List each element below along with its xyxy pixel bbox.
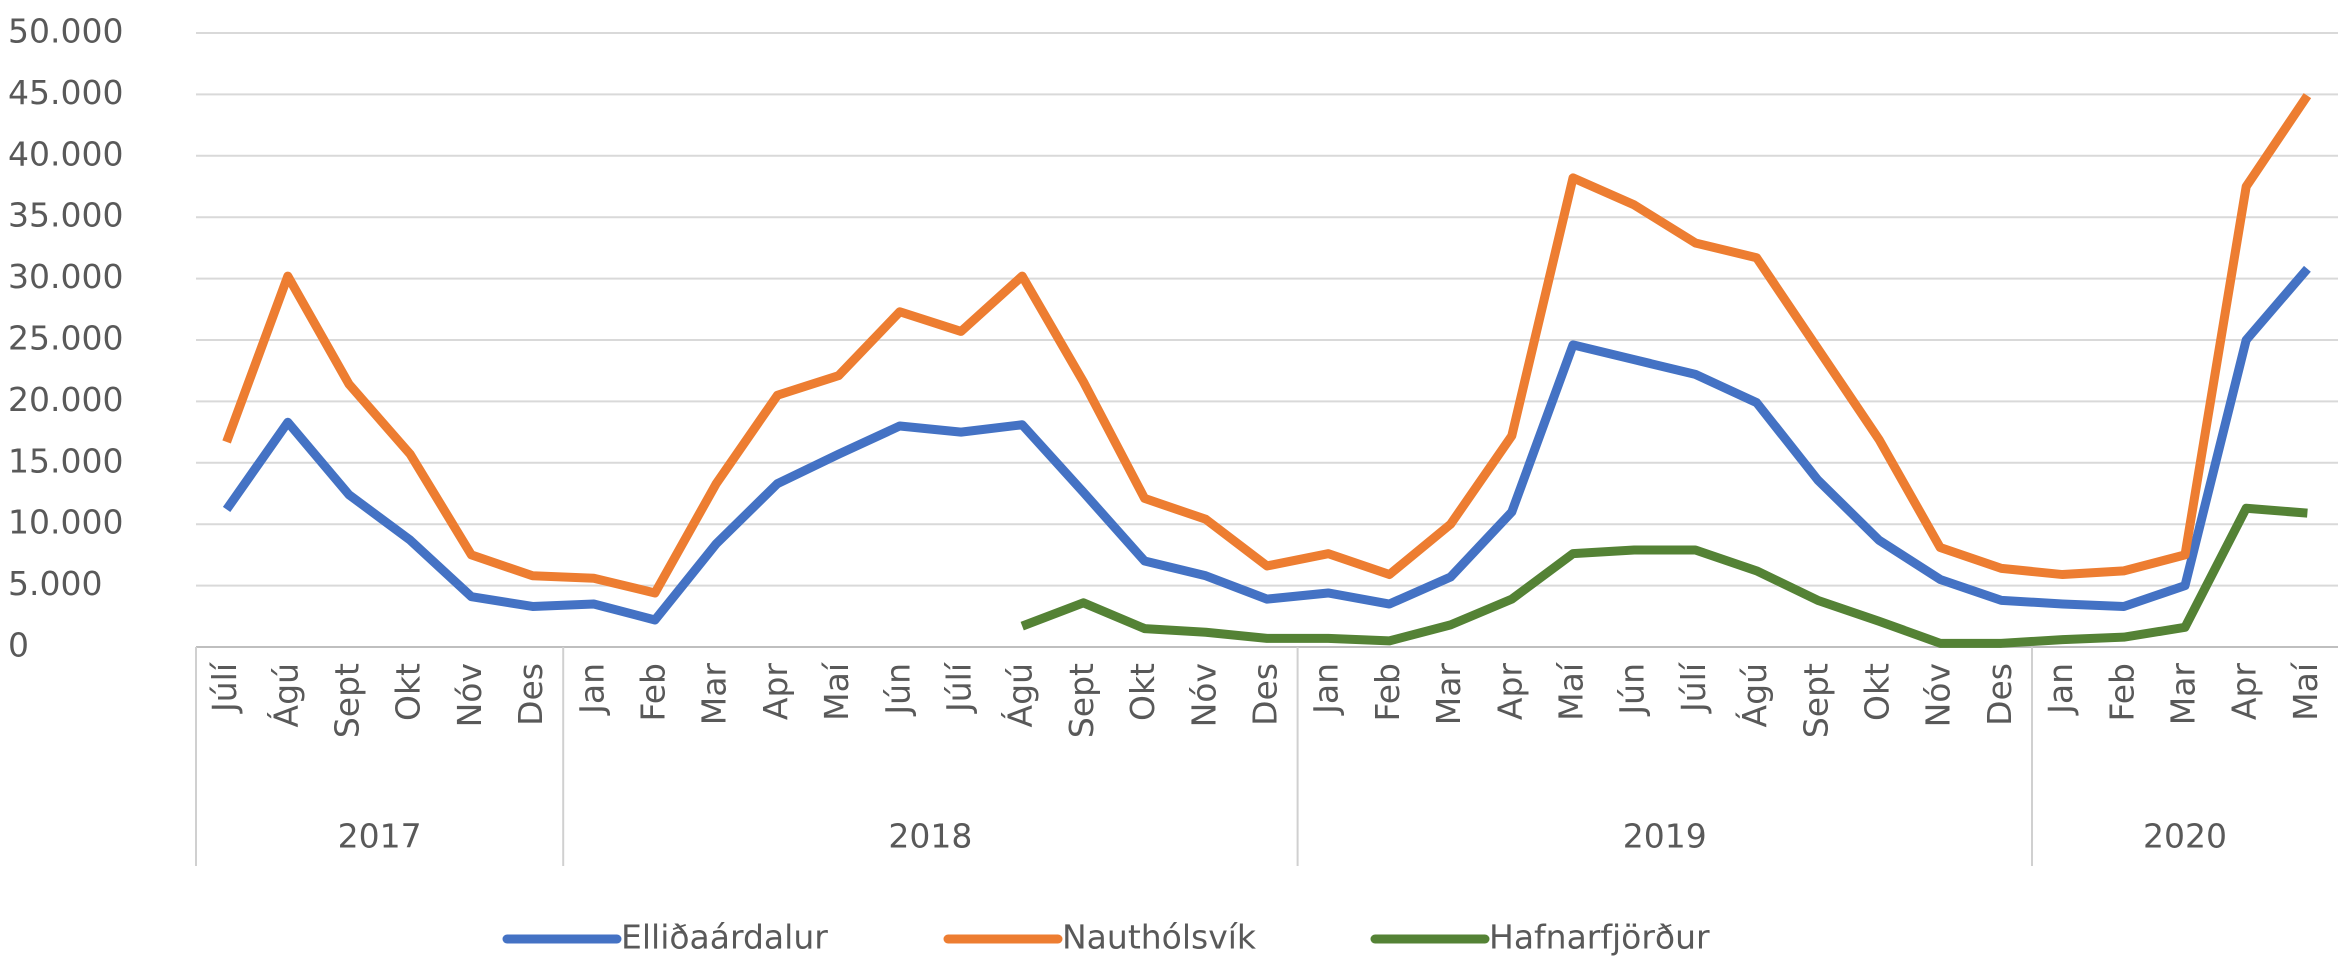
x-tick-label: Des (511, 663, 550, 726)
x-tick-label: Mar (1429, 663, 1468, 726)
x-tick-label: Júlí (205, 661, 244, 714)
x-tick-label: Júlí (940, 661, 979, 714)
x-tick-label: Nóv (1919, 663, 1958, 727)
year-label: 2020 (2143, 817, 2227, 856)
y-tick-label: 40.000 (8, 134, 123, 173)
x-tick-label: Mar (2164, 663, 2203, 726)
x-tick-label: Sept (1796, 663, 1835, 738)
y-tick-label: 30.000 (8, 257, 123, 296)
x-tick-label: Feb (634, 663, 673, 721)
legend-label: Hafnarfjörður (1489, 918, 1710, 957)
legend-label: Nauthólsvík (1062, 918, 1257, 957)
x-tick-label: Maí (817, 661, 856, 721)
x-tick-label: Okt (1123, 663, 1162, 721)
x-tick-label: Maí (1552, 661, 1591, 721)
x-tick-label: Jan (1307, 663, 1346, 716)
x-tick-label: Nóv (1184, 663, 1223, 727)
x-tick-label: Jan (572, 663, 611, 716)
y-tick-label: 10.000 (8, 503, 123, 542)
year-label: 2017 (338, 817, 422, 856)
legend-label: Elliðaárdalur (621, 918, 828, 957)
year-label: 2018 (888, 817, 972, 856)
x-tick-label: Des (1246, 663, 1285, 726)
y-tick-label: 45.000 (8, 73, 123, 112)
x-tick-label: Maí (2286, 661, 2325, 721)
series-line (222, 265, 2311, 625)
x-tick-label: Okt (1858, 663, 1897, 721)
x-tick-label: Ágú (265, 663, 305, 727)
x-tick-label: Nóv (450, 663, 489, 727)
x-tick-label: Júlí (1674, 661, 1713, 714)
x-tick-label: Apr (1490, 663, 1529, 721)
x-tick-label: Feb (1368, 663, 1407, 721)
series-line (1020, 503, 2308, 648)
x-tick-label: Okt (389, 663, 428, 721)
y-tick-label: 15.000 (8, 441, 123, 480)
x-tick-label: Ágú (1734, 663, 1774, 727)
y-tick-label: 50.000 (8, 12, 123, 51)
x-tick-label: Jún (1613, 663, 1652, 717)
y-tick-label: 35.000 (8, 196, 123, 235)
x-tick-label: Apr (2225, 663, 2264, 721)
y-tick-label: 5.000 (8, 564, 102, 603)
y-tick-label: 25.000 (8, 319, 123, 358)
y-tick-label: 0 (8, 626, 29, 665)
x-tick-label: Sept (328, 663, 367, 738)
y-tick-label: 20.000 (8, 380, 123, 419)
x-tick-label: Ágú (1000, 663, 1040, 727)
x-tick-label: Feb (2102, 663, 2141, 721)
x-tick-label: Mar (695, 663, 734, 726)
x-tick-label: Des (1980, 663, 2019, 726)
year-label: 2019 (1623, 817, 1707, 856)
x-tick-label: Jún (878, 663, 917, 717)
x-tick-label: Jan (2041, 663, 2080, 716)
x-tick-label: Apr (756, 663, 795, 721)
x-tick-label: Sept (1062, 663, 1101, 738)
series-line (222, 93, 2312, 598)
